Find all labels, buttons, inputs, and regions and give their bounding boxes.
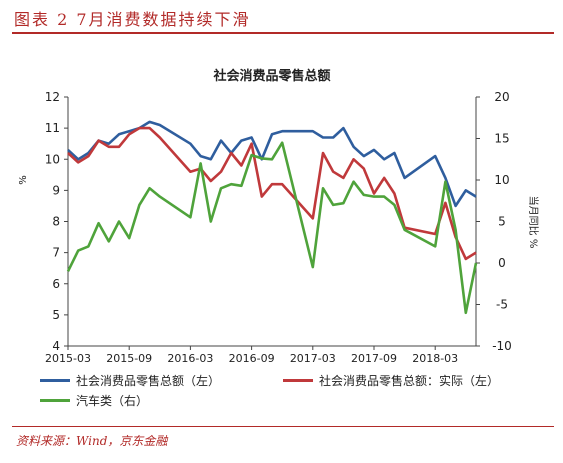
legend-swatch-auto: [40, 399, 70, 402]
legend-item-actual: 社会消费品零售总额：实际（左）: [283, 372, 499, 389]
x-tick-label: 2016-09: [229, 352, 275, 365]
y-tick-label-left: 11: [45, 121, 60, 135]
legend-label-auto: 汽车类（右）: [76, 394, 149, 408]
series-line-auto: [66, 141, 478, 315]
series-line-actual-retail: [67, 126, 477, 261]
x-tick-label: 2015-09: [106, 352, 152, 365]
y-tick-label-left: 7: [52, 246, 60, 260]
y-tick-label-left: 8: [52, 215, 60, 229]
y-tick-label-right: 10: [494, 173, 509, 187]
legend-swatch-actual: [283, 379, 313, 382]
legend-item-total: 社会消费品零售总额（左）: [40, 372, 220, 389]
y-axis-label-right: 当月同比 %: [527, 196, 540, 249]
y-tick-label-right: 0: [498, 256, 506, 270]
y-tick-label-left: 4: [52, 339, 60, 353]
figure-title: 图表 2 7月消费数据持续下滑: [14, 10, 251, 29]
y-tick-label-left: 6: [52, 277, 60, 291]
title-rule: [12, 32, 554, 34]
legend-label-actual: 社会消费品零售总额：实际（左）: [319, 374, 500, 388]
y-tick-label-left: 10: [45, 152, 60, 166]
y-tick-label-left: 9: [52, 183, 60, 197]
y-tick-label-left: 5: [52, 308, 60, 322]
source-rule: [12, 426, 554, 427]
source-note: 资料来源：Wind，京东金融: [16, 434, 168, 448]
x-tick-label: 2018-03: [412, 352, 458, 365]
x-tick-label: 2017-09: [351, 352, 397, 365]
y-tick-label-right: 15: [494, 132, 509, 146]
chart-title: 社会消费品零售总额: [212, 68, 330, 84]
legend-swatch-total: [40, 379, 70, 382]
x-tick-label: 2015-03: [45, 352, 91, 365]
y-tick-label-left: 12: [45, 90, 60, 104]
x-tick-label: 2016-03: [167, 352, 213, 365]
y-tick-label-right: 20: [494, 90, 509, 104]
legend-item-auto: 汽车类（右）: [40, 392, 148, 409]
y-tick-label-right: -5: [496, 298, 508, 312]
legend-label-total: 社会消费品零售总额（左）: [76, 374, 221, 388]
x-tick-label: 2017-03: [290, 352, 336, 365]
y-tick-label-right: -10: [492, 339, 512, 353]
y-axis-label-left: %: [18, 175, 29, 185]
y-tick-label-right: 5: [498, 215, 506, 229]
